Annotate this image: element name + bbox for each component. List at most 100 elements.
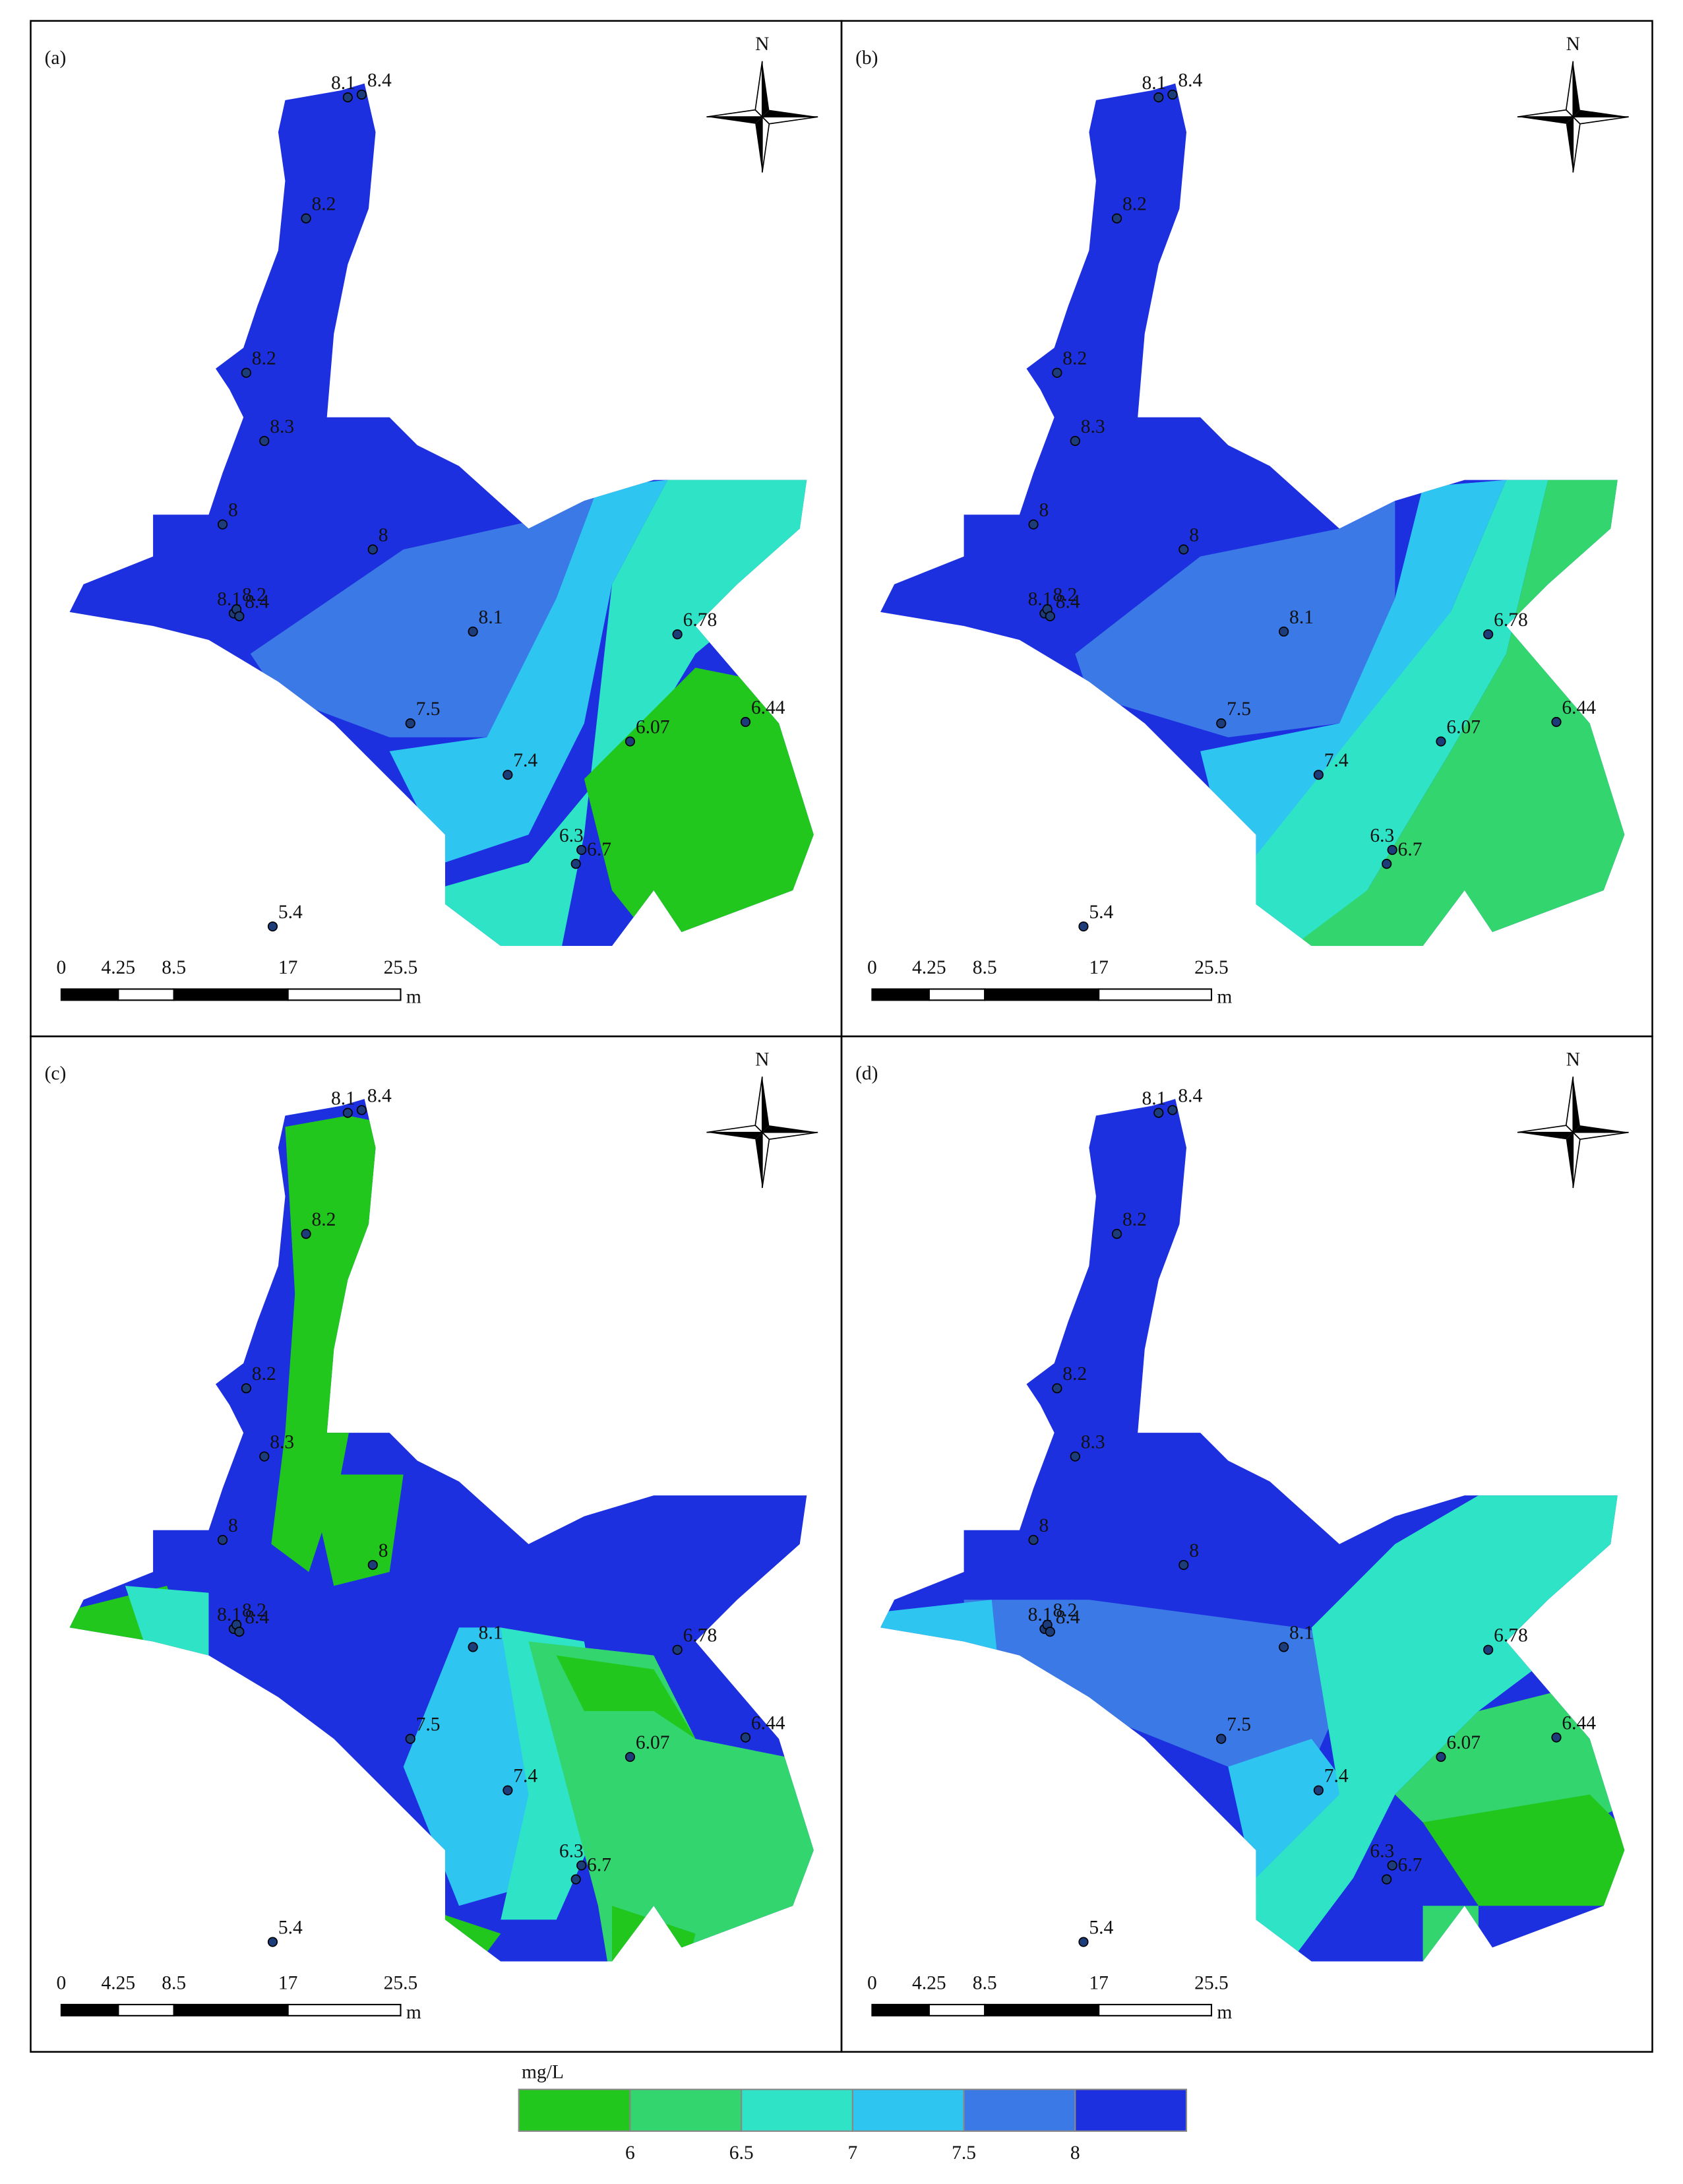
station — [1279, 1642, 1289, 1652]
zone — [403, 1627, 557, 1906]
arrow-dark — [755, 1132, 762, 1189]
station-label: 7.5 — [1227, 1714, 1251, 1735]
station-label: 7.4 — [1324, 1766, 1349, 1787]
station-label: 8.3 — [1081, 1431, 1105, 1452]
scale-label: 0 — [57, 1973, 67, 1994]
station — [1483, 1644, 1494, 1655]
arrow-dark — [1573, 1125, 1629, 1133]
scale-segment — [928, 2003, 986, 2016]
station — [217, 1534, 228, 1545]
station-label: 8.2 — [312, 193, 336, 214]
arrow-light — [1572, 115, 1581, 173]
arrow-dark — [706, 1132, 762, 1140]
station — [570, 1874, 581, 1885]
station-label: 7.5 — [416, 699, 441, 720]
scale-label: 0 — [867, 957, 877, 978]
legend-tick: 7.5 — [952, 2142, 976, 2164]
legend-swatch — [741, 2088, 853, 2132]
arrow-dark — [1566, 1132, 1574, 1189]
zone — [389, 480, 668, 863]
station — [1436, 736, 1446, 747]
arrow-dark — [1573, 109, 1629, 117]
arrow-dark — [762, 1125, 818, 1133]
station — [625, 1751, 636, 1763]
station — [503, 1785, 513, 1795]
scale-label: 4.25 — [912, 1973, 946, 1994]
station-label: 8.2 — [252, 348, 276, 369]
station — [234, 1627, 245, 1637]
zone — [1075, 501, 1395, 737]
scale-label: 0 — [867, 1973, 877, 1994]
station-label: 8.2 — [1053, 1600, 1078, 1621]
station — [1387, 1860, 1397, 1871]
station-label: 8.2 — [1062, 1363, 1087, 1385]
water-body — [880, 1099, 1625, 1962]
station — [1153, 92, 1164, 103]
station-label: 5.4 — [1089, 902, 1113, 923]
station-label: 8.2 — [1053, 584, 1078, 606]
station — [259, 435, 270, 447]
arrow-light — [760, 116, 818, 125]
panel-label: (c) — [45, 1063, 67, 1084]
station — [1028, 519, 1039, 530]
station — [672, 629, 683, 640]
station — [740, 716, 751, 728]
panel-label: (d) — [855, 1063, 878, 1084]
station — [301, 213, 311, 224]
legend-swatch — [629, 2088, 743, 2132]
scale-unit: m — [406, 2002, 421, 2023]
zone — [250, 487, 598, 737]
station — [1216, 1733, 1227, 1744]
station — [367, 544, 378, 555]
scale-segment — [287, 2003, 402, 2016]
station-label: 8.2 — [1122, 1209, 1147, 1230]
scale-segment — [60, 988, 119, 1001]
scale-label: 4.25 — [102, 957, 136, 978]
station-label: 8.1 — [1142, 1088, 1167, 1109]
station-label: 6.44 — [1562, 1712, 1596, 1733]
scale-label: 8.5 — [162, 1973, 186, 1994]
station — [241, 1383, 251, 1394]
station-label: 6.3 — [1370, 825, 1394, 846]
station-label: 7.5 — [416, 1714, 441, 1735]
scale-segment — [60, 2003, 119, 2016]
station-label: 8 — [1039, 1515, 1049, 1536]
station — [1483, 629, 1494, 640]
scale-label: 8.5 — [162, 957, 186, 978]
station-label: 6.07 — [1446, 716, 1481, 737]
station — [1382, 859, 1392, 869]
north-arrow — [1517, 1076, 1629, 1189]
station-label: 6.78 — [1494, 1625, 1528, 1646]
scale-segment — [984, 988, 1100, 1001]
scale-segment — [871, 988, 930, 1001]
arrow-light — [706, 109, 764, 117]
scale-label: 25.5 — [384, 957, 418, 978]
north-arrow — [1517, 61, 1629, 173]
legend-swatch — [851, 2088, 965, 2132]
scale-segment — [1098, 988, 1213, 1001]
north-arrow — [706, 1076, 818, 1189]
station — [301, 1229, 311, 1239]
station-label: 8.4 — [245, 592, 269, 613]
station — [267, 1937, 278, 1947]
station — [468, 1642, 478, 1652]
scale-unit: m — [1217, 987, 1232, 1008]
station — [1313, 1785, 1324, 1795]
zone — [1423, 1906, 1479, 1962]
station-label: 6.78 — [1494, 609, 1528, 631]
water-body — [880, 83, 1625, 947]
scale-label: 17 — [1089, 957, 1109, 978]
legend-swatch — [963, 2088, 1076, 2132]
station-label: 6.78 — [683, 609, 718, 631]
station — [405, 718, 415, 729]
station — [267, 921, 278, 932]
zone — [1228, 480, 1548, 947]
arrow-dark — [1566, 117, 1574, 173]
station-label: 8 — [1189, 1540, 1199, 1561]
scale-label: 17 — [278, 957, 298, 978]
station — [1028, 1534, 1039, 1545]
station-label: 8.3 — [1081, 416, 1105, 437]
arrow-light — [1565, 1076, 1574, 1134]
